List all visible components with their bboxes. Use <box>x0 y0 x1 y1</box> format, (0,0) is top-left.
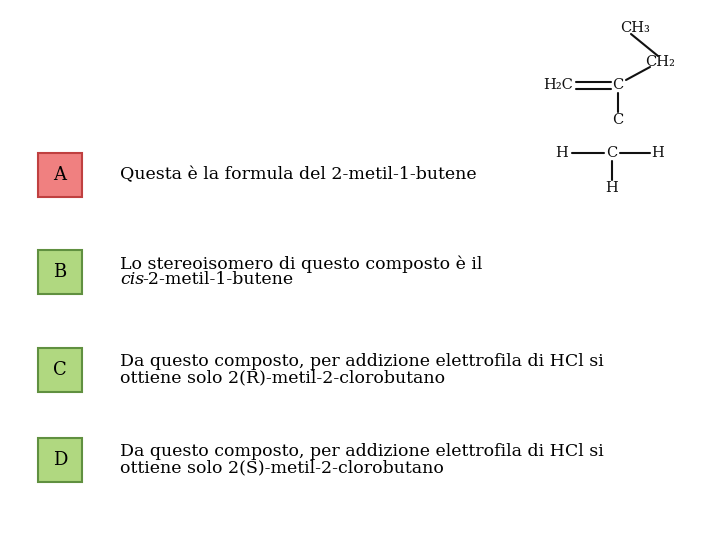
Text: H: H <box>652 146 665 160</box>
Text: H: H <box>606 181 618 195</box>
Text: C: C <box>53 361 67 379</box>
FancyBboxPatch shape <box>38 348 82 392</box>
FancyBboxPatch shape <box>38 153 82 197</box>
Text: -2-metil-1-butene: -2-metil-1-butene <box>143 272 294 288</box>
FancyBboxPatch shape <box>38 250 82 294</box>
Text: Questa è la formula del 2-metil-1-butene: Questa è la formula del 2-metil-1-butene <box>120 166 477 184</box>
Text: ottiene solo 2(S)-metil-2-clorobutano: ottiene solo 2(S)-metil-2-clorobutano <box>120 460 444 476</box>
FancyBboxPatch shape <box>38 438 82 482</box>
Text: D: D <box>53 451 67 469</box>
Text: Da questo composto, per addizione elettrofila di HCl si: Da questo composto, per addizione elettr… <box>120 354 604 370</box>
Text: CH₂: CH₂ <box>645 55 675 69</box>
Text: H₂C: H₂C <box>543 78 573 92</box>
Text: CH₃: CH₃ <box>620 21 650 35</box>
Text: ottiene solo 2(R)-metil-2-clorobutano: ottiene solo 2(R)-metil-2-clorobutano <box>120 369 445 387</box>
Text: Da questo composto, per addizione elettrofila di HCl si: Da questo composto, per addizione elettr… <box>120 443 604 461</box>
Text: Lo stereoisomero di questo composto è il: Lo stereoisomero di questo composto è il <box>120 255 482 273</box>
Text: C: C <box>613 78 624 92</box>
Text: C: C <box>613 113 624 127</box>
Text: A: A <box>53 166 66 184</box>
Text: H: H <box>556 146 568 160</box>
Text: C: C <box>606 146 618 160</box>
Text: B: B <box>53 263 67 281</box>
Text: cis: cis <box>120 272 144 288</box>
